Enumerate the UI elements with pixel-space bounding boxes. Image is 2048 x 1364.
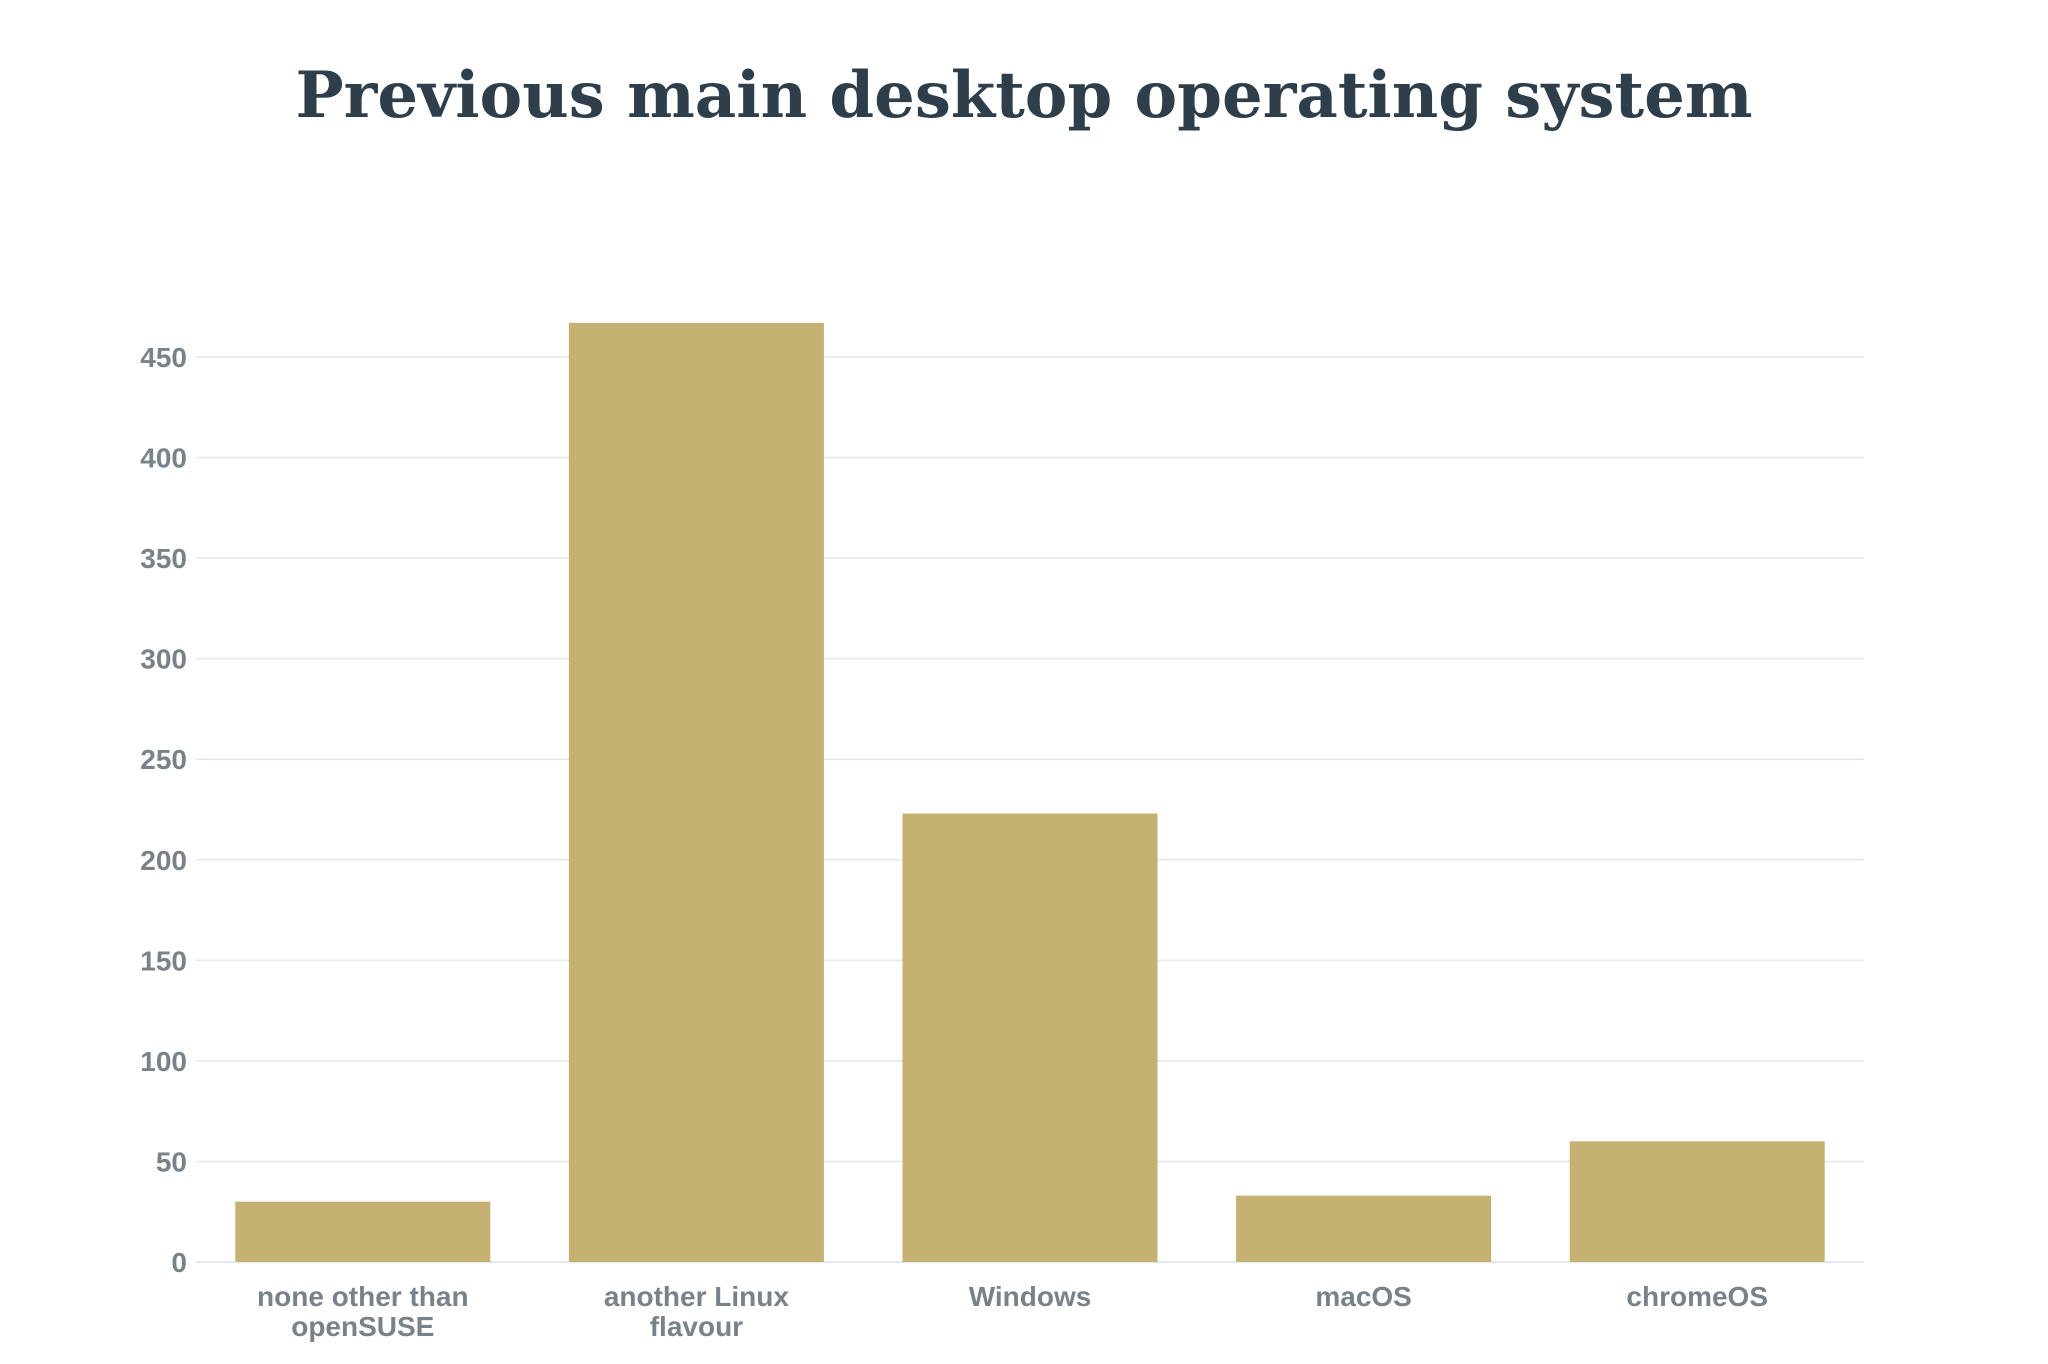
x-category-label: flavour [650, 1311, 743, 1342]
bar-1 [568, 322, 824, 1262]
x-category-label: none other than [257, 1281, 469, 1312]
y-tick-label: 400 [140, 443, 187, 474]
y-tick-label: 50 [156, 1146, 187, 1177]
bar-3 [1236, 1195, 1492, 1262]
y-tick-label: 450 [140, 342, 187, 373]
y-axis-ticks: 0 50 100 150 200 250 300 350 400 450 [140, 342, 187, 1278]
y-tick-label: 350 [140, 543, 187, 574]
chart-title: Previous main desktop operating system [295, 58, 1753, 133]
bar-2 [902, 813, 1158, 1262]
x-category-label: macOS [1315, 1281, 1412, 1312]
x-category-label: another Linux [604, 1281, 790, 1312]
x-category-label: chromeOS [1626, 1281, 1768, 1312]
y-tick-label: 0 [171, 1247, 187, 1278]
x-category-label: openSUSE [291, 1311, 434, 1342]
y-tick-label: 250 [140, 744, 187, 775]
y-tick-label: 300 [140, 644, 187, 675]
bars [235, 322, 1825, 1262]
bar-0 [235, 1201, 491, 1262]
bar-4 [1569, 1141, 1825, 1262]
x-category-label: Windows [969, 1281, 1092, 1312]
y-tick-label: 150 [140, 945, 187, 976]
y-tick-label: 200 [140, 845, 187, 876]
y-tick-label: 100 [140, 1046, 187, 1077]
